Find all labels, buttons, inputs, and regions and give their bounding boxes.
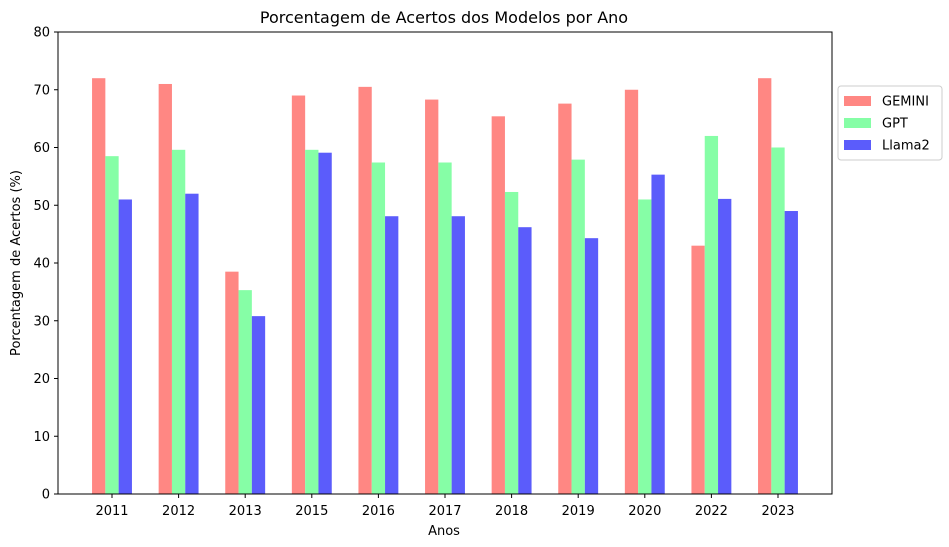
- y-tick-label: 50: [33, 199, 50, 214]
- legend-swatch-llama2: [844, 140, 871, 150]
- chart-title: Porcentagem de Acertos dos Modelos por A…: [260, 8, 628, 27]
- y-tick-label: 0: [42, 488, 50, 503]
- bar-llama2-2019: [584, 238, 599, 494]
- bar-llama2-2023: [784, 211, 798, 494]
- bar-gemini-2019: [558, 103, 572, 495]
- bar-gpt-2018: [504, 191, 519, 494]
- y-tick-label: 30: [33, 314, 50, 329]
- legend-label-gemini: GEMINI: [882, 95, 929, 110]
- bar-gemini-2011: [92, 78, 106, 494]
- x-tick-label: 2019: [562, 504, 595, 519]
- bar-gemini-2022: [691, 245, 705, 494]
- bars-group: [92, 78, 798, 495]
- bar-llama2-2018: [518, 227, 532, 494]
- x-tick-label: 2023: [761, 504, 794, 519]
- y-tick-label: 20: [33, 372, 50, 387]
- bar-llama2-2015: [318, 152, 332, 494]
- bar-llama2-2016: [385, 216, 399, 494]
- legend: GEMINI GPT Llama2: [837, 85, 943, 161]
- bar-gpt-2015: [305, 149, 319, 494]
- bar-gpt-2019: [571, 159, 585, 494]
- y-tick-label: 60: [33, 141, 50, 156]
- x-axis-title: Anos: [428, 524, 460, 539]
- x-tick-label: 2011: [95, 504, 128, 519]
- bar-gpt-2017: [438, 162, 452, 494]
- bar-gemini-2018: [491, 116, 505, 494]
- x-tick-label: 2012: [162, 504, 195, 519]
- x-tick-label: 2016: [362, 504, 395, 519]
- x-tick-label: 2013: [229, 504, 262, 519]
- y-axis-title: Porcentagem de Acertos (%): [9, 170, 24, 356]
- x-tick-label: 2018: [495, 504, 528, 519]
- y-axis: 0 10 20 30 40 50 60 70 80: [33, 26, 58, 503]
- bar-gemini-2020: [624, 89, 639, 494]
- bar-gpt-2013: [238, 290, 252, 494]
- bar-gpt-2016: [371, 162, 386, 494]
- bar-gemini-2017: [425, 99, 439, 494]
- x-tick-label: 2017: [428, 504, 461, 519]
- bar-llama2-2013: [251, 316, 266, 494]
- bar-gpt-2012: [171, 149, 186, 494]
- legend-label-llama2: Llama2: [882, 139, 930, 154]
- x-tick-label: 2022: [695, 504, 728, 519]
- bar-llama2-2017: [451, 216, 465, 494]
- x-tick-label: 2015: [295, 504, 328, 519]
- bar-gpt-2020: [638, 199, 652, 495]
- x-tick-label: 2020: [628, 504, 661, 519]
- y-tick-label: 70: [33, 83, 50, 98]
- bar-llama2-2012: [185, 193, 199, 494]
- bar-gemini-2012: [158, 83, 172, 494]
- y-tick-label: 40: [33, 257, 50, 272]
- bar-gemini-2013: [225, 271, 239, 494]
- bar-llama2-2011: [118, 199, 132, 495]
- bar-gemini-2015: [291, 95, 306, 495]
- bar-gpt-2022: [704, 135, 719, 494]
- y-tick-label: 80: [33, 26, 50, 41]
- x-axis: 2011 2012 2013 2015 2016 2017 2018 2019 2020 2022…: [95, 494, 795, 519]
- y-tick-label: 10: [33, 430, 50, 445]
- bar-gpt-2011: [105, 156, 119, 494]
- bar-llama2-2022: [718, 198, 732, 494]
- bar-gemini-2023: [758, 78, 772, 494]
- legend-swatch-gemini: [844, 96, 871, 106]
- legend-label-gpt: GPT: [882, 117, 908, 132]
- bar-gpt-2023: [771, 147, 785, 494]
- bar-gemini-2016: [358, 86, 372, 495]
- bar-llama2-2020: [651, 174, 665, 494]
- legend-swatch-gpt: [844, 118, 871, 128]
